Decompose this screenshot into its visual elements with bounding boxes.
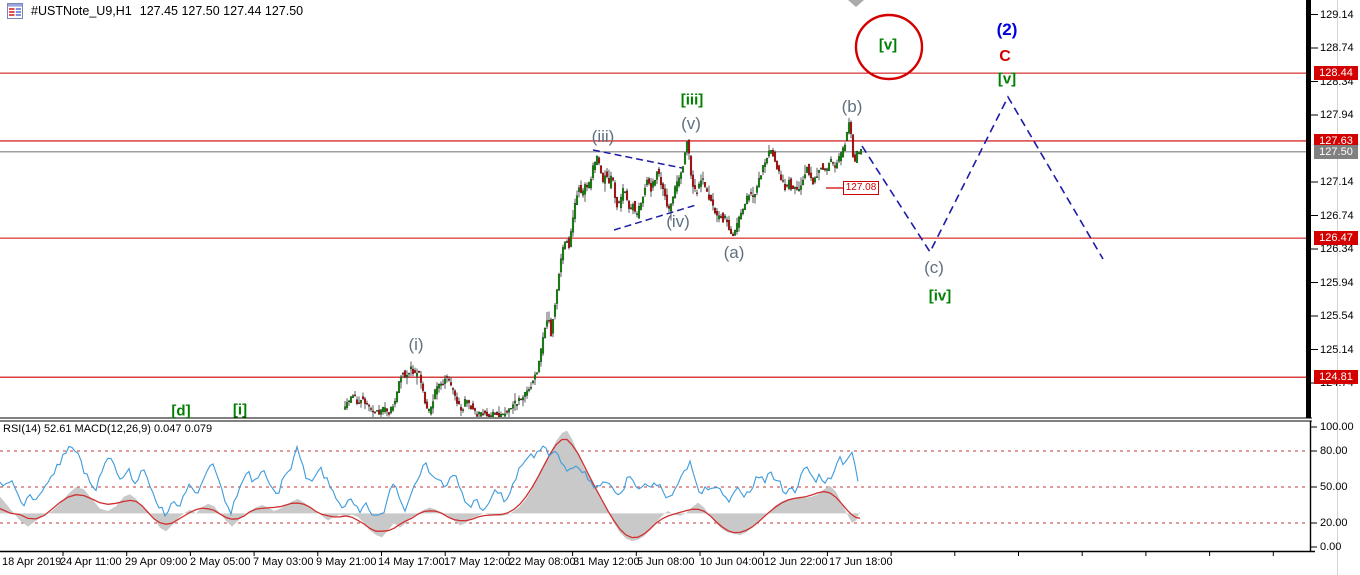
indicator-tick-label: 100.00 [1320, 421, 1354, 433]
indicator-tick-label: 50.00 [1320, 481, 1348, 493]
time-axis-label: 2 May 05:00 [190, 556, 251, 568]
candle-bodies [343, 122, 863, 417]
time-axis-label: 10 Jun 04:00 [700, 556, 764, 568]
chart-window-icon [7, 3, 23, 19]
macd-signal-line [0, 438, 861, 539]
price-tick-label: 125.94 [1320, 276, 1354, 289]
time-axis-label: 7 May 03:00 [253, 556, 314, 568]
main-chart-annotations: [iii] (v) (iii) (iv) (a) (b) (c) (i) [v] (2) C [v] [… [171, 20, 1018, 419]
wave-label[interactable]: (iii) [591, 127, 615, 146]
wave-label[interactable]: [v] [997, 70, 1017, 88]
wave-label[interactable]: [v] [878, 36, 898, 54]
time-axis-label: 22 May 08:00 [509, 556, 576, 568]
indicator-tick-label: 0.00 [1320, 541, 1342, 553]
price-tick-label: 128.74 [1320, 42, 1354, 54]
time-axis-label: 5 Jun 08:00 [637, 556, 695, 568]
wave-label[interactable]: (iv) [666, 212, 690, 231]
wave-label[interactable]: [iv] [928, 287, 952, 305]
level-price-badge: 128.44 [1314, 66, 1358, 81]
price-tick-label: 127.14 [1320, 176, 1354, 188]
wave-label[interactable]: [d] [171, 402, 191, 419]
trendline [613, 204, 697, 231]
wave-label[interactable]: (v) [681, 114, 701, 133]
time-axis-label: 9 May 21:00 [316, 556, 377, 568]
time-axis-label: 29 Apr 09:00 [125, 556, 188, 568]
level-price-badge: 126.47 [1314, 231, 1358, 246]
price-tick-label: 126.34 [1320, 243, 1354, 255]
wave-label[interactable]: (2) [996, 20, 1018, 39]
time-axis-label: 18 Apr 2019 [2, 556, 62, 568]
wave-label[interactable]: [i] [232, 401, 248, 419]
wave-label[interactable]: (a) [723, 243, 745, 262]
macd-area [0, 430, 860, 541]
chart-ohlc-quote: 127.45 127.50 127.44 127.50 [139, 4, 304, 18]
indicator-tick-label: 20.00 [1320, 517, 1348, 529]
wave-label[interactable]: (b) [841, 97, 863, 116]
chart-symbol-period: #USTNote_U9,H1 [31, 4, 132, 18]
wave-label[interactable]: (c) [924, 258, 944, 277]
price-scale-border [1306, 0, 1311, 418]
time-axis-label: 17 Jun 18:00 [829, 556, 893, 568]
wave-label[interactable]: C [999, 48, 1011, 65]
price-tick-label: 127.94 [1320, 109, 1354, 121]
price-tick-label: 125.54 [1320, 310, 1354, 322]
projection-line [861, 95, 1104, 260]
time-axis-label: 24 Apr 11:00 [60, 556, 122, 568]
top-marker-icon [848, 0, 864, 7]
chart-title-bar: #USTNote_U9,H1 127.45 127.50 127.44 127.… [7, 3, 303, 19]
price-tick-label: 125.14 [1320, 343, 1354, 356]
wave-label[interactable]: [iii] [680, 91, 704, 109]
price-tick-label: 126.74 [1320, 209, 1354, 222]
time-axis-label: 31 May 12:00 [573, 556, 640, 568]
price-tick-label: 129.14 [1320, 8, 1354, 21]
indicator-pane [0, 430, 1308, 541]
time-axis-label: 17 May 12:00 [444, 556, 511, 568]
time-axis-label: 14 May 17:00 [378, 556, 445, 568]
indicator-tick-label: 80.00 [1320, 445, 1348, 457]
rsi-line [0, 444, 859, 518]
current-price-badge: 127.50 [1314, 144, 1358, 159]
level-price-badge: 124.81 [1314, 370, 1358, 385]
indicator-header: RSI(14) 52.61 MACD(12,26,9) 0.047 0.079 [3, 423, 213, 435]
main-pane [0, 0, 1308, 417]
wave-circle [854, 13, 924, 81]
time-axis-label: 12 Jun 22:00 [764, 556, 828, 568]
trendline [592, 149, 683, 169]
level-price-badge: 127.63 [1314, 133, 1358, 148]
wave-label[interactable]: (i) [408, 335, 424, 354]
price-level-flag[interactable]: 127.08 [843, 181, 879, 195]
